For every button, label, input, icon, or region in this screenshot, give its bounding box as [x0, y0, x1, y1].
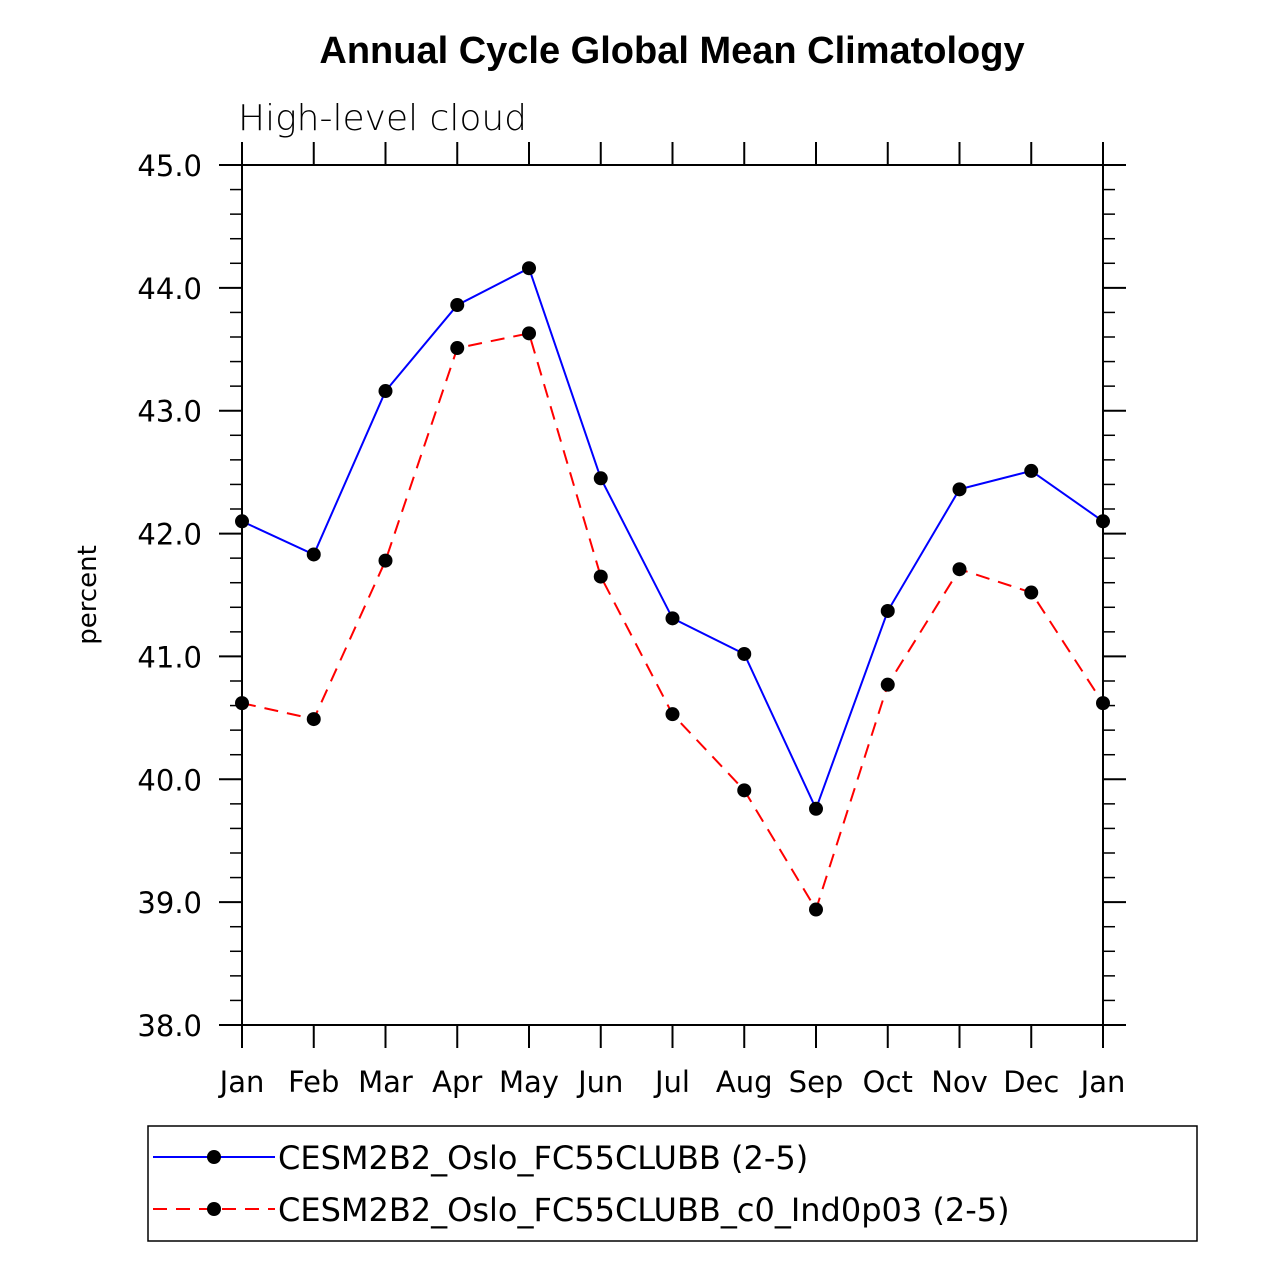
series-1-point	[450, 298, 465, 313]
series-2-point	[306, 712, 321, 727]
y-tick-label: 45.0	[137, 149, 202, 183]
series-2-point	[522, 326, 536, 341]
series-layer	[235, 261, 1110, 917]
plot-frame	[241, 164, 1104, 1026]
series-2-point	[665, 707, 680, 722]
series-1-point	[1096, 514, 1110, 529]
legend-marker-series-1	[207, 1150, 221, 1164]
legend-label-series-2: CESM2B2_Oslo_FC55CLUBB_c0_Ind0p03 (2-5)	[278, 1191, 1010, 1229]
y-tick-labels: 38.0 39.0 40.0 41.0 42.0 43.0 44.0 45.0	[137, 149, 202, 1043]
x-tick-label: Mar	[358, 1065, 413, 1099]
legend-box	[147, 1125, 1198, 1242]
series-2-point	[378, 553, 393, 568]
y-tick-label: 44.0	[137, 272, 202, 306]
x-tick-labels: Jan Feb Mar Apr May Jun Jul Aug Sep Oct Nov Dec Jan	[218, 1065, 1126, 1099]
chart-subtitle: High-level cloud	[238, 98, 527, 139]
legend-label-series-1: CESM2B2_Oslo_FC55CLUBB (2-5)	[278, 1139, 808, 1177]
x-tick-label: Jul	[653, 1065, 690, 1099]
x-tick-label: Jan	[218, 1065, 265, 1099]
y-tick-label: 40.0	[137, 763, 202, 797]
series-2-point	[952, 562, 967, 577]
series-1-point	[880, 603, 895, 618]
y-axis-label: percent	[73, 545, 103, 645]
series-2-point	[880, 677, 895, 692]
series-1-point	[593, 471, 608, 486]
x-tick-label: Nov	[931, 1065, 988, 1099]
y-tick-label: 43.0	[137, 395, 202, 429]
x-tick-label: May	[499, 1065, 559, 1099]
y-tick-label: 41.0	[137, 640, 202, 674]
series-2-point	[1024, 585, 1039, 600]
series-2-point	[235, 696, 249, 711]
x-tick-label: Oct	[863, 1065, 913, 1099]
series-2-point	[1096, 696, 1110, 711]
y-tick-label: 42.0	[137, 518, 202, 552]
x-tick-label: Dec	[1003, 1065, 1059, 1099]
series-1-point	[1024, 463, 1039, 478]
legend: CESM2B2_Oslo_FC55CLUBB (2-5) CESM2B2_Osl…	[147, 1125, 1198, 1242]
x-tick-label: Aug	[716, 1065, 773, 1099]
series-1-point	[235, 514, 249, 529]
y-tick-label: 39.0	[137, 886, 202, 920]
series-2-point	[450, 341, 465, 356]
legend-marker-series-2	[207, 1202, 221, 1216]
series-2-point	[593, 569, 608, 584]
series-2-point	[737, 783, 752, 798]
y-tick-label: 38.0	[137, 1009, 202, 1043]
series-1-point	[306, 547, 321, 562]
series-1-point	[737, 646, 752, 661]
x-tick-label: Feb	[288, 1065, 339, 1099]
x-tick-label: Apr	[432, 1065, 482, 1099]
series-2-point	[809, 902, 823, 917]
series-1-point	[809, 801, 823, 816]
series-1-point	[952, 482, 967, 497]
x-tick-label: Jun	[576, 1065, 623, 1099]
series-line-1	[241, 266, 1104, 812]
axis-ticks	[219, 142, 1126, 1048]
chart-title: Annual Cycle Global Mean Climatology	[319, 30, 1024, 72]
series-1-point	[378, 384, 393, 399]
series-1-point	[522, 261, 536, 276]
series-1-point	[665, 611, 680, 626]
x-tick-label: Jan	[1079, 1065, 1126, 1099]
x-tick-label: Sep	[789, 1065, 844, 1099]
